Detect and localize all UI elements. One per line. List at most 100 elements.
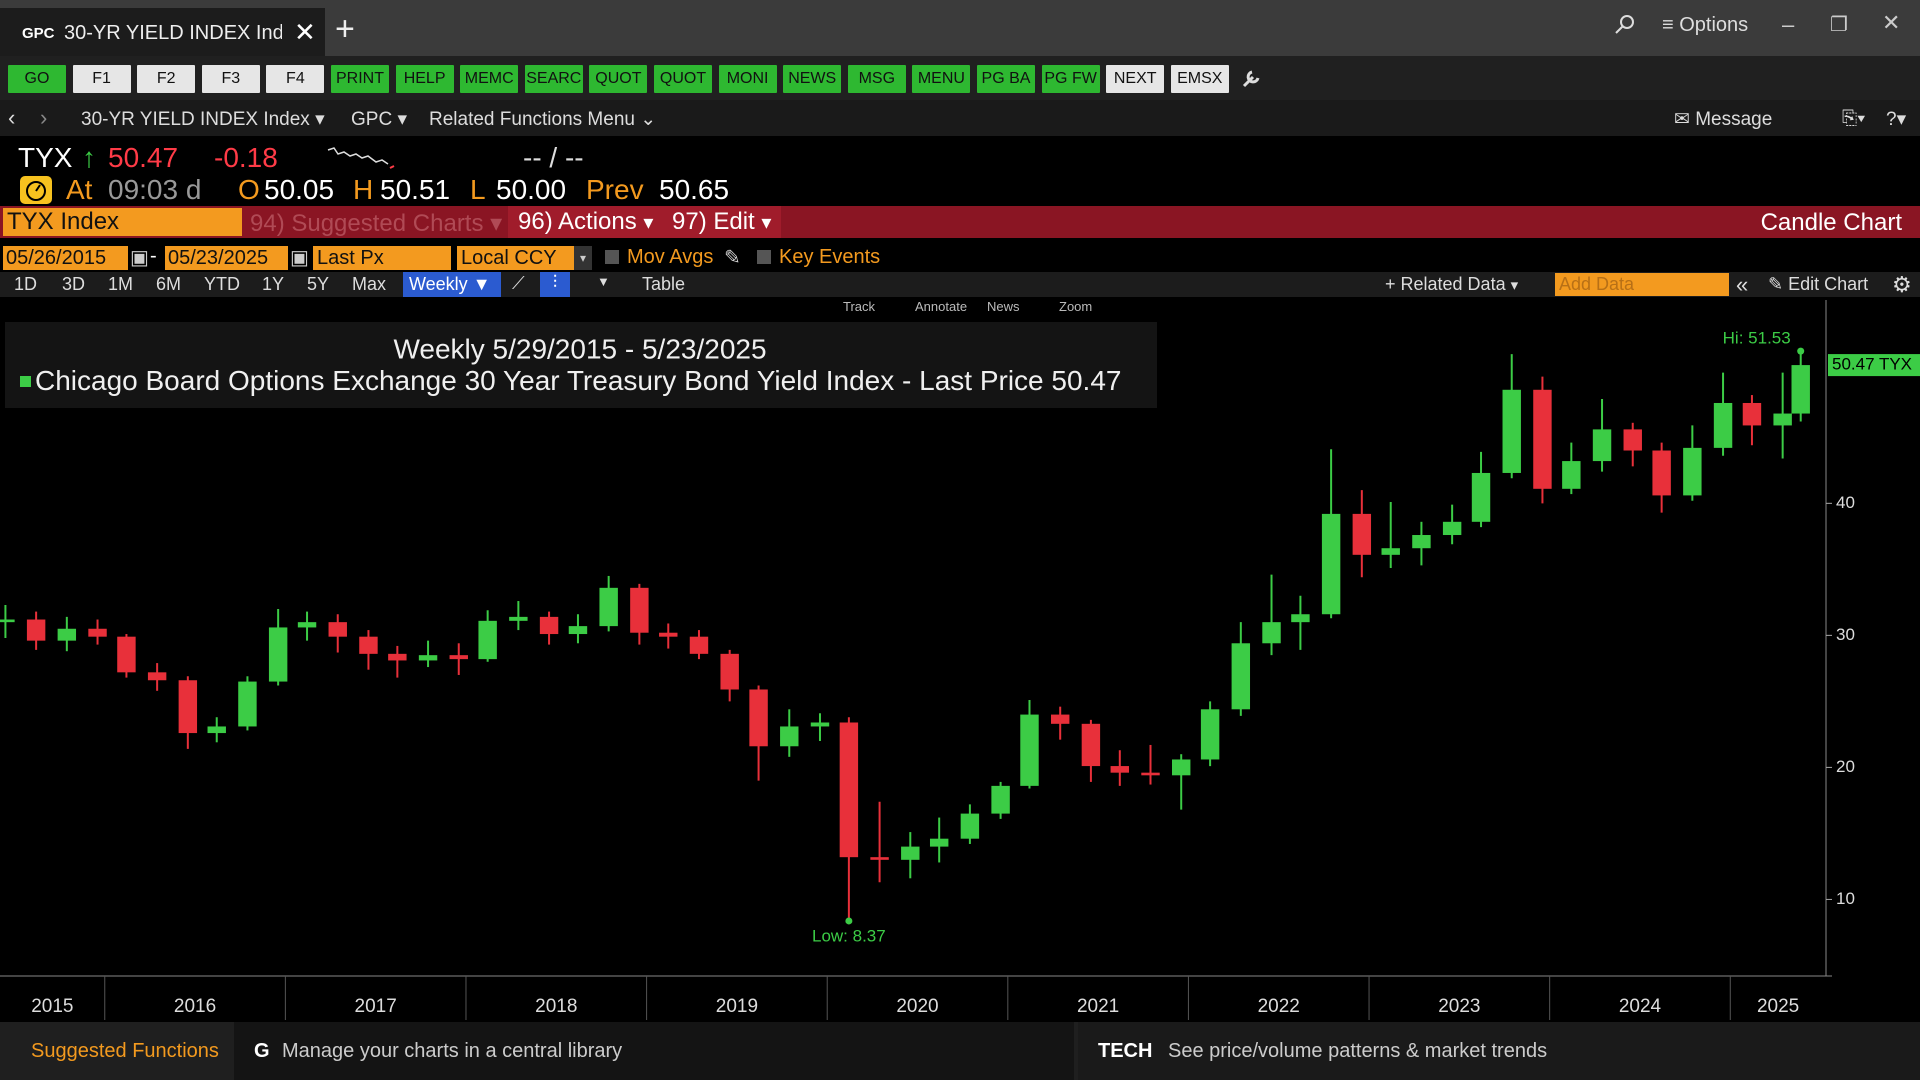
toolbar-button[interactable]: GO <box>8 65 66 93</box>
candle-body <box>1623 429 1642 451</box>
toolbar-button[interactable]: SEARC <box>524 65 583 93</box>
collapse-button[interactable]: « <box>1736 272 1749 297</box>
footer-panel[interactable]: G Manage your charts in a central librar… <box>234 1022 1074 1080</box>
candle-body <box>1381 548 1400 555</box>
minimize[interactable]: – <box>1782 12 1795 37</box>
toolbar-button[interactable]: EMSX <box>1170 65 1229 93</box>
prev-label: Prev <box>586 174 644 205</box>
legend-value: 50.47 <box>1051 365 1121 396</box>
actions-menu[interactable]: 96) Actions ▾ <box>508 206 664 238</box>
candle-body <box>207 726 226 734</box>
key-events-checkbox[interactable] <box>757 250 771 264</box>
field-select[interactable]: Last Px <box>313 246 451 270</box>
source-menu[interactable]: GPC ▾ <box>351 109 408 130</box>
toolbar-button[interactable]: PG BA <box>977 65 1035 93</box>
period-button[interactable]: 1D <box>14 274 38 294</box>
chart-tool[interactable]: News <box>987 299 1020 314</box>
chart-tool[interactable]: Track <box>843 299 876 314</box>
toolbar-button[interactable]: MENU <box>912 65 971 93</box>
toolbar-button[interactable]: F2 <box>137 65 196 93</box>
search-icon[interactable] <box>1612 12 1638 38</box>
toolbar-button[interactable]: HELP <box>395 65 454 93</box>
options-menu[interactable]: ≡ Options <box>1662 14 1749 36</box>
toolbar-button[interactable]: F4 <box>266 65 325 93</box>
toolbar-button[interactable]: MEMC <box>460 65 519 93</box>
calendar-icon[interactable]: ▣ <box>290 247 309 269</box>
footer-panel[interactable]: TECH See price/volume patterns & market … <box>1078 1022 1920 1080</box>
toolbar-button[interactable]: NEXT <box>1106 65 1165 93</box>
frequency-select[interactable]: Weekly ▼ <box>403 272 501 297</box>
quote-panel: TYX ↑ 50.47 -0.18 -- / -- At 09:03 d O 5… <box>0 136 1920 206</box>
currency-dropdown[interactable]: ▾ <box>574 246 592 270</box>
chart-tool[interactable]: Annotate <box>915 299 968 314</box>
candle-body <box>1020 714 1039 786</box>
back-button[interactable]: ‹ <box>8 105 16 130</box>
toolbar-button[interactable]: PRINT <box>331 65 389 93</box>
quote-high: 50.51 <box>380 174 451 205</box>
chart-settings[interactable]: ⚙ <box>1892 272 1912 297</box>
message-label: Message <box>1695 109 1773 130</box>
candle-body <box>749 689 768 747</box>
nav-menu: Related Functions Menu <box>429 109 635 130</box>
toolbar-button[interactable]: F1 <box>72 65 131 93</box>
related-menu[interactable]: Related Functions Menu ⌄ <box>429 109 657 130</box>
mov-avgs-checkbox[interactable] <box>605 250 619 264</box>
toolbar-button[interactable]: MSG <box>847 65 906 93</box>
new-tab[interactable]: + <box>335 10 355 48</box>
period-button[interactable]: 1Y <box>262 274 285 294</box>
tab-close[interactable]: ✕ <box>294 17 316 47</box>
security-field[interactable]: TYX Index <box>3 208 242 236</box>
toolbar-button[interactable]: NEWS <box>783 65 842 93</box>
y-tick-label: 40 <box>1836 493 1855 512</box>
candle-body <box>297 622 317 628</box>
candle-chart-button[interactable]: ⫶ <box>540 272 570 297</box>
suggested-functions[interactable]: Suggested Functions <box>31 1040 219 1062</box>
period-button[interactable]: 6M <box>156 274 182 294</box>
candle-body <box>1652 450 1671 496</box>
line-chart-button[interactable]: ⟋ <box>512 273 525 293</box>
pencil-icon[interactable]: ✎ <box>724 247 741 269</box>
close-window[interactable]: ✕ <box>1882 10 1901 35</box>
toolbar-button[interactable]: QUOT <box>589 65 648 93</box>
candle-body <box>1773 413 1792 426</box>
candle-body <box>178 680 198 734</box>
settings-wrench[interactable] <box>1240 66 1264 90</box>
forward-button[interactable]: › <box>40 105 48 130</box>
toolbar-button[interactable]: F3 <box>201 65 260 93</box>
quote-last: 50.47 <box>108 142 179 173</box>
candle-body <box>117 636 136 673</box>
edit-menu[interactable]: 97) Edit ▾ <box>662 206 782 238</box>
calendar-icon[interactable]: ▣ <box>130 247 149 269</box>
candle-body <box>1533 389 1552 489</box>
message-button[interactable]: ✉ Message <box>1674 109 1773 130</box>
help-menu[interactable]: ?▾ <box>1886 109 1907 130</box>
toolbar: GO F1 F2 F3 F4 PRINT HELP MEMC SEARC QUOT QUOT MONI… <box>0 56 1920 100</box>
end-date[interactable]: 05/23/2025 <box>165 246 288 270</box>
tab[interactable]: GPC 30-YR YIELD INDEX Index ✕ <box>0 8 325 56</box>
chart-type-dropdown[interactable]: ▼ <box>597 274 610 289</box>
last-price-tag <box>1828 354 1920 377</box>
period-button[interactable]: 5Y <box>307 274 330 294</box>
restore[interactable]: ❐ <box>1830 14 1848 36</box>
toolbar-button[interactable]: MONI <box>718 65 777 93</box>
toolbar-button[interactable]: QUOT <box>654 65 712 93</box>
x-tick-label: 2017 <box>355 996 397 1017</box>
export-menu[interactable]: ⎘▾ <box>1842 108 1866 129</box>
suggested-charts[interactable]: 94) Suggested Charts ▾ <box>250 210 503 237</box>
chart-tool[interactable]: Zoom <box>1059 299 1093 314</box>
currency-select[interactable]: Local CCY <box>457 246 575 270</box>
edit-chart-button[interactable]: ✎ Edit Chart <box>1768 274 1869 294</box>
add-data-input[interactable]: Add Data <box>1555 273 1729 296</box>
period-button[interactable]: 1M <box>108 274 134 294</box>
related-data-menu[interactable]: + Related Data ▾ <box>1385 274 1519 294</box>
period-button[interactable]: 3D <box>62 274 86 294</box>
candle-body <box>1791 365 1810 414</box>
candle-body <box>0 619 15 623</box>
toolbar-button[interactable]: PG FW <box>1041 65 1100 93</box>
start-date[interactable]: 05/26/2015 <box>3 246 128 270</box>
tab-title: 30-YR YIELD INDEX Index <box>64 22 282 44</box>
security-menu[interactable]: 30-YR YIELD INDEX Index ▾ <box>81 109 325 130</box>
period-button[interactable]: Max <box>352 274 387 294</box>
table-button[interactable]: Table <box>642 274 686 294</box>
period-button[interactable]: YTD <box>204 274 240 294</box>
